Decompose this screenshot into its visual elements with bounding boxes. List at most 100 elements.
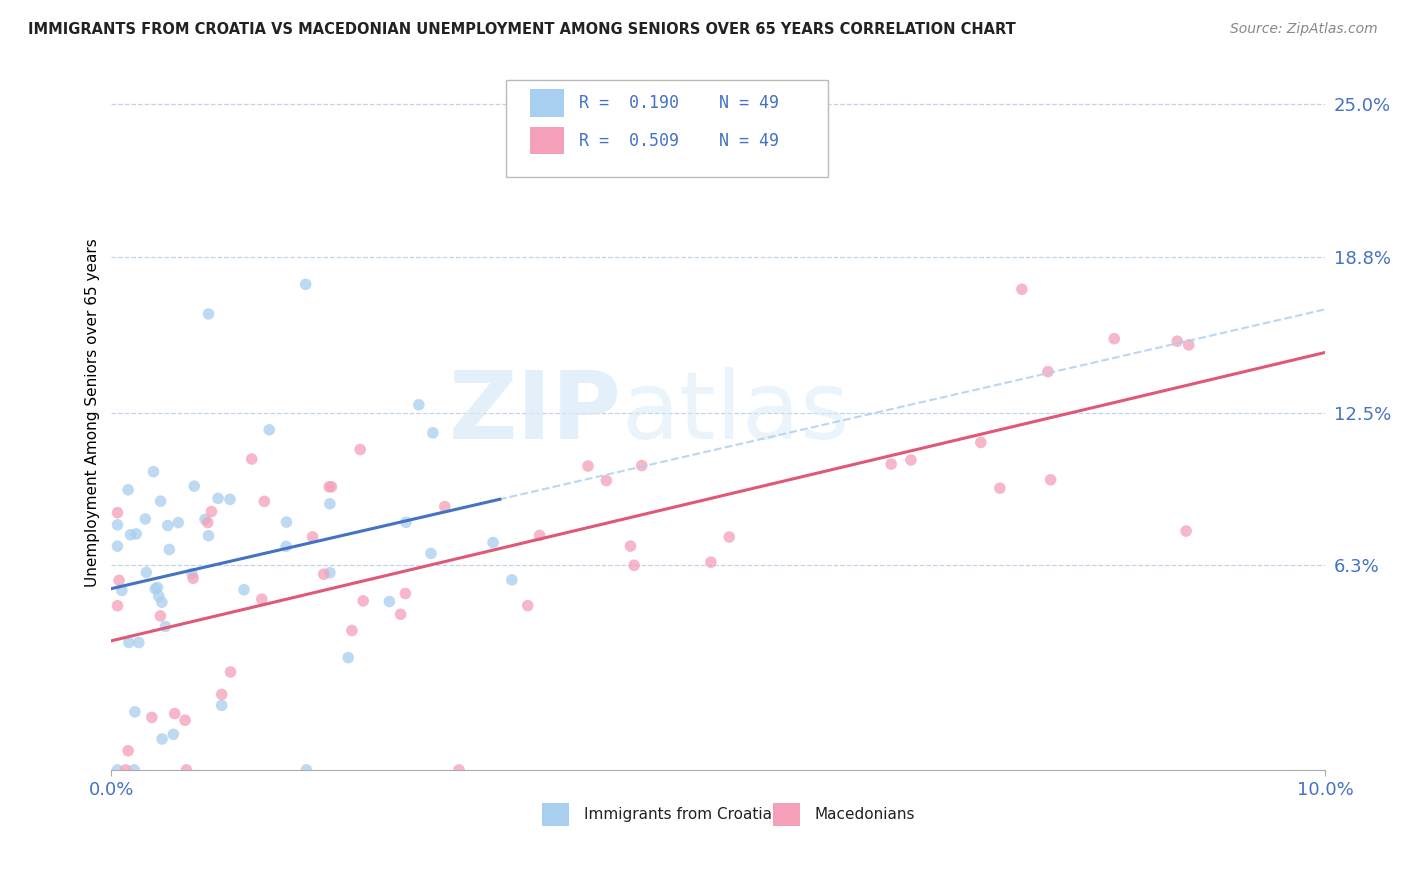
Text: ZIP: ZIP bbox=[449, 367, 621, 458]
Point bbox=[114, 763, 136, 777]
Point bbox=[501, 573, 523, 587]
Point bbox=[181, 566, 204, 581]
Point bbox=[988, 481, 1011, 495]
Point bbox=[1104, 332, 1126, 346]
Point bbox=[107, 763, 129, 777]
Point bbox=[174, 713, 197, 727]
Point bbox=[319, 566, 342, 580]
Point bbox=[1011, 282, 1033, 296]
Point bbox=[125, 527, 148, 541]
Point bbox=[349, 442, 371, 457]
FancyBboxPatch shape bbox=[506, 80, 828, 177]
Point bbox=[337, 650, 360, 665]
Point bbox=[143, 582, 166, 596]
Point bbox=[319, 497, 342, 511]
Point bbox=[219, 665, 242, 679]
Point bbox=[250, 592, 273, 607]
Point bbox=[395, 516, 418, 530]
Point bbox=[253, 494, 276, 508]
Point bbox=[274, 539, 297, 553]
Point bbox=[422, 425, 444, 440]
Point bbox=[150, 731, 173, 746]
Point bbox=[447, 763, 470, 777]
Point bbox=[240, 452, 263, 467]
Point bbox=[433, 500, 456, 514]
Point bbox=[197, 529, 219, 543]
Point bbox=[167, 516, 190, 530]
Point bbox=[1166, 334, 1188, 349]
Point bbox=[194, 512, 217, 526]
Point bbox=[200, 504, 222, 518]
Point bbox=[155, 619, 177, 633]
Point bbox=[321, 480, 343, 494]
Point bbox=[219, 492, 242, 507]
Point bbox=[312, 567, 335, 582]
Point bbox=[181, 571, 204, 585]
Point bbox=[149, 494, 172, 508]
Point bbox=[135, 566, 157, 580]
FancyBboxPatch shape bbox=[530, 89, 564, 117]
Point bbox=[900, 453, 922, 467]
Point bbox=[148, 589, 170, 603]
Text: Source: ZipAtlas.com: Source: ZipAtlas.com bbox=[1230, 22, 1378, 37]
Point bbox=[301, 530, 323, 544]
Point bbox=[107, 599, 129, 613]
Text: IMMIGRANTS FROM CROATIA VS MACEDONIAN UNEMPLOYMENT AMONG SENIORS OVER 65 YEARS C: IMMIGRANTS FROM CROATIA VS MACEDONIAN UN… bbox=[28, 22, 1017, 37]
Point bbox=[142, 465, 165, 479]
FancyBboxPatch shape bbox=[530, 128, 564, 154]
Point bbox=[970, 435, 993, 450]
Point bbox=[157, 542, 180, 557]
Point bbox=[420, 546, 443, 560]
Point bbox=[233, 582, 256, 597]
Text: Immigrants from Croatia: Immigrants from Croatia bbox=[583, 806, 772, 822]
Point bbox=[1177, 338, 1199, 352]
Point bbox=[619, 539, 641, 553]
Point bbox=[276, 515, 298, 529]
Point bbox=[156, 518, 179, 533]
Y-axis label: Unemployment Among Seniors over 65 years: Unemployment Among Seniors over 65 years bbox=[86, 238, 100, 587]
Point bbox=[340, 624, 363, 638]
Point bbox=[529, 528, 551, 542]
Point bbox=[576, 458, 599, 473]
Point bbox=[516, 599, 538, 613]
Point bbox=[718, 530, 741, 544]
Point bbox=[107, 517, 129, 532]
Point bbox=[197, 307, 219, 321]
Point bbox=[162, 727, 184, 741]
Text: Macedonians: Macedonians bbox=[814, 806, 915, 822]
Point bbox=[211, 698, 233, 713]
Point bbox=[107, 539, 129, 553]
Point bbox=[150, 595, 173, 609]
FancyBboxPatch shape bbox=[543, 803, 569, 826]
Point bbox=[318, 480, 340, 494]
Point bbox=[294, 277, 316, 292]
Point bbox=[197, 516, 219, 530]
Point bbox=[408, 398, 430, 412]
Point bbox=[211, 687, 233, 701]
Point bbox=[117, 744, 139, 758]
Point bbox=[389, 607, 412, 622]
Point bbox=[630, 458, 652, 473]
Point bbox=[111, 583, 134, 598]
Point bbox=[1036, 365, 1059, 379]
Point bbox=[1175, 524, 1198, 538]
Point bbox=[482, 535, 505, 549]
Point bbox=[595, 474, 617, 488]
Text: R =  0.190    N = 49: R = 0.190 N = 49 bbox=[579, 94, 779, 112]
Point bbox=[176, 763, 198, 777]
Point bbox=[295, 763, 318, 777]
FancyBboxPatch shape bbox=[773, 803, 800, 826]
Text: atlas: atlas bbox=[621, 367, 849, 458]
Point bbox=[118, 635, 141, 649]
Point bbox=[1039, 473, 1062, 487]
Point bbox=[183, 479, 205, 493]
Text: R =  0.509    N = 49: R = 0.509 N = 49 bbox=[579, 132, 779, 150]
Point bbox=[700, 555, 723, 569]
Point bbox=[163, 706, 186, 721]
Point bbox=[207, 491, 229, 506]
Point bbox=[107, 506, 129, 520]
Point bbox=[352, 594, 374, 608]
Point bbox=[141, 710, 163, 724]
Point bbox=[128, 635, 150, 649]
Point bbox=[146, 581, 169, 595]
